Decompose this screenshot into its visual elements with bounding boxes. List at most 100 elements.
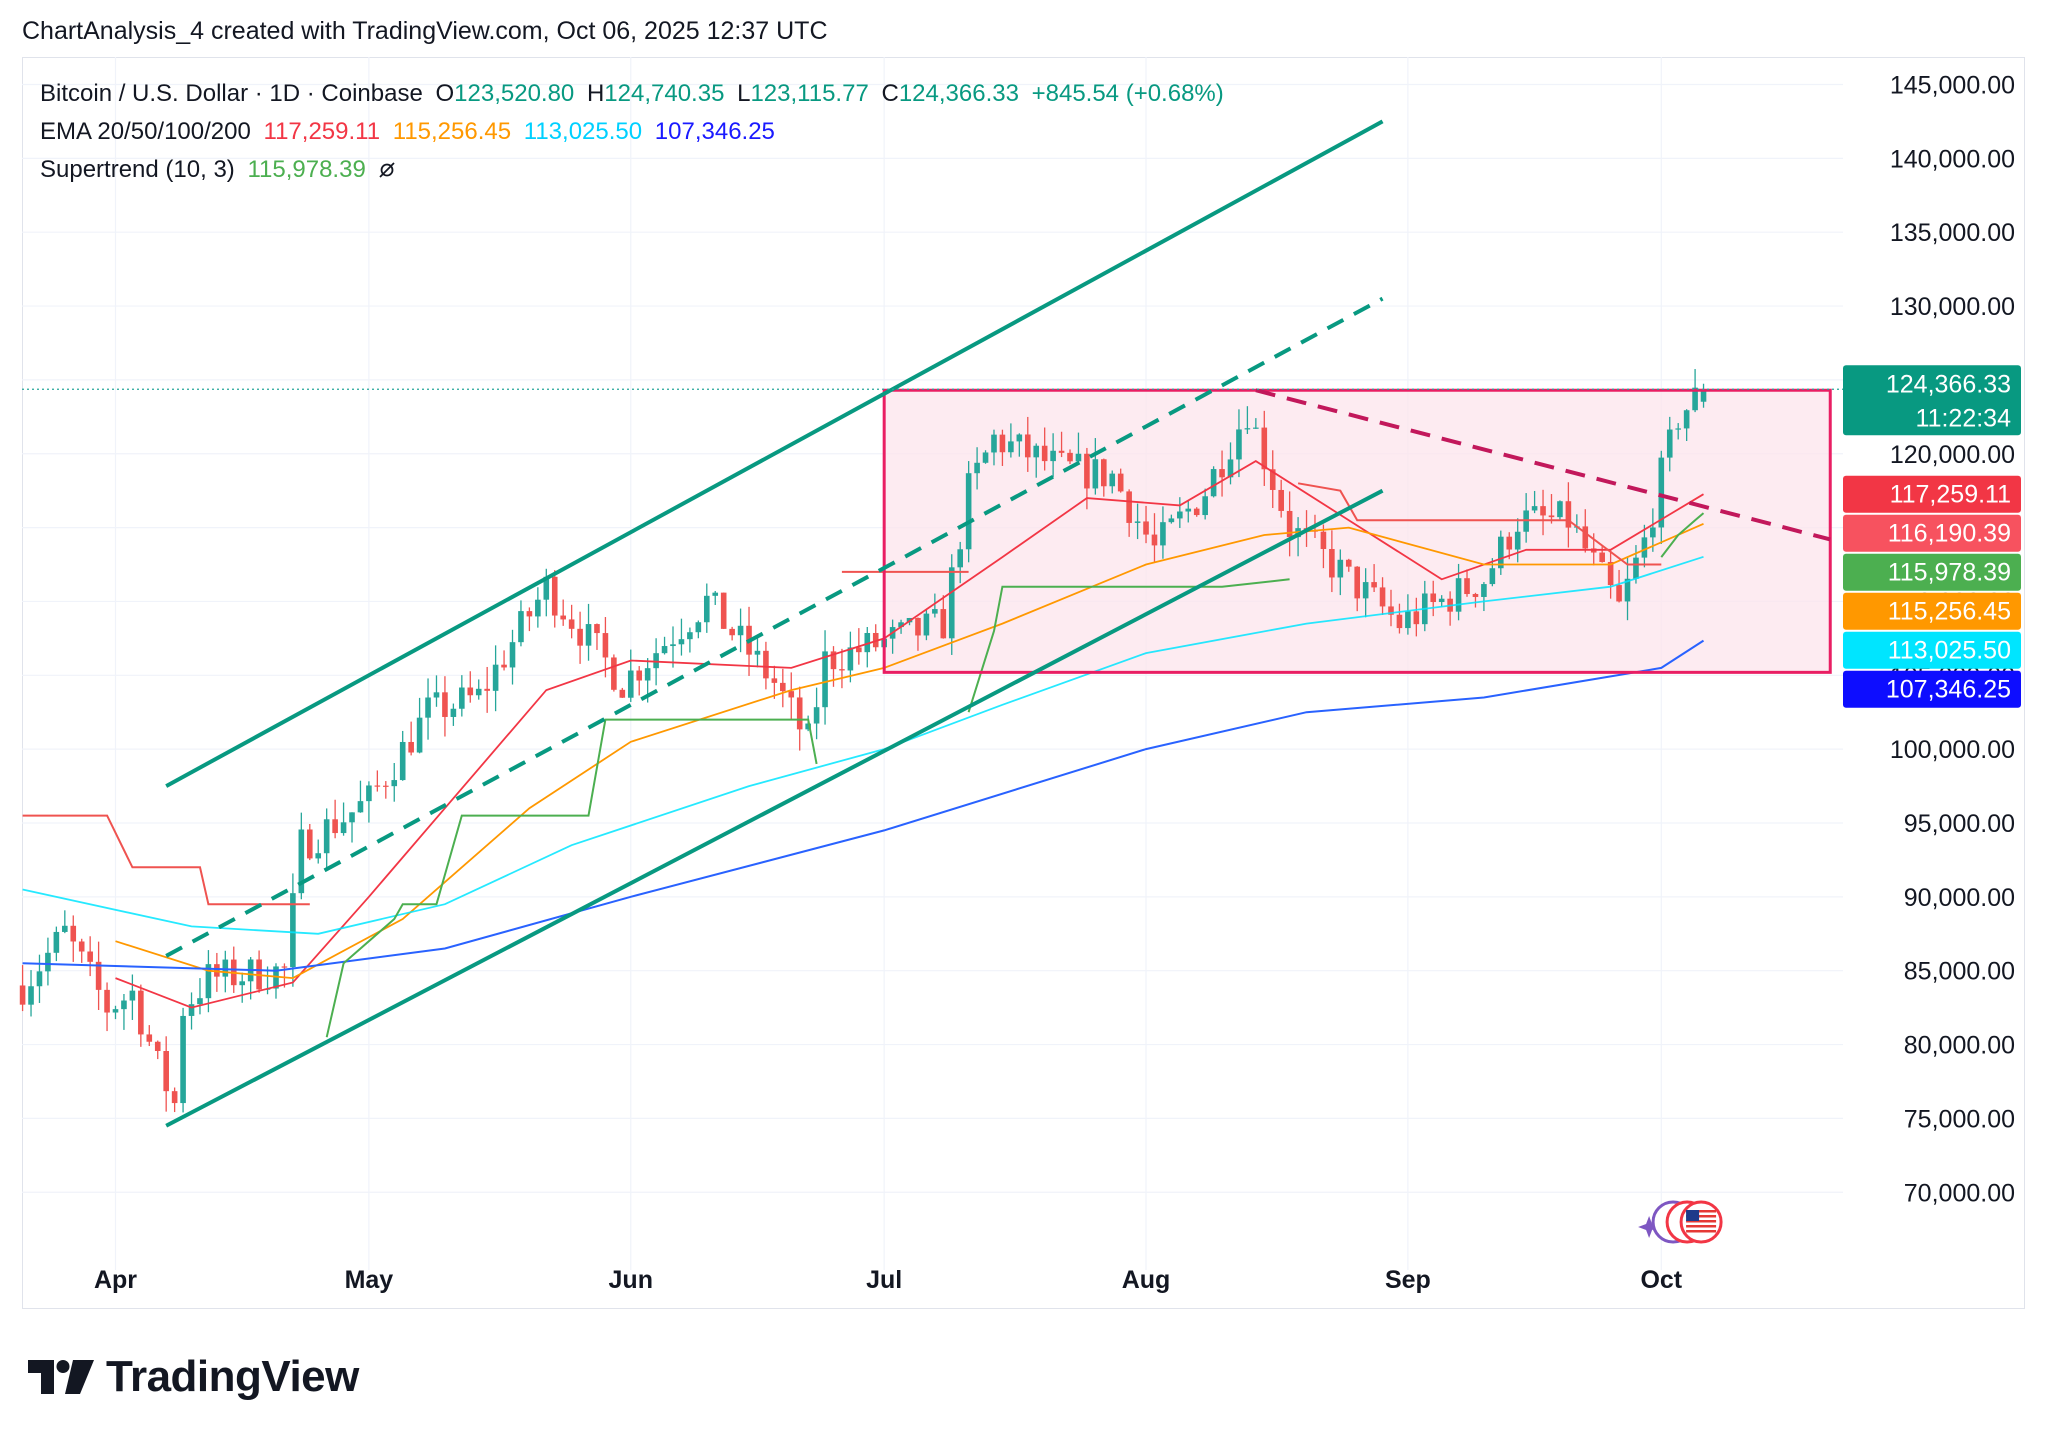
candle-body — [526, 611, 533, 617]
candle-body — [653, 653, 659, 669]
candle-body — [737, 625, 744, 636]
flag-stripe — [1686, 1220, 1717, 1223]
flag-stripe — [1686, 1215, 1717, 1218]
candle — [1253, 418, 1259, 429]
supertrend-price-tag[interactable]: 115,978.39 — [1843, 553, 2021, 591]
price-axis-label: 90,000.00 — [1904, 884, 2015, 912]
ema100-price-tag[interactable]: 113,025.50 — [1843, 631, 2021, 669]
candle-body — [281, 966, 288, 968]
candle-body — [501, 664, 507, 668]
candle-body — [1379, 587, 1386, 607]
candle — [1641, 524, 1648, 568]
candle — [1227, 442, 1234, 485]
candle — [999, 429, 1006, 466]
candle — [1489, 558, 1496, 587]
high-label: H — [586, 80, 605, 107]
supertrend-up-line — [967, 578, 1290, 713]
candle — [1244, 406, 1251, 434]
candle-body — [1616, 585, 1622, 602]
candle — [1236, 409, 1242, 478]
candle-body — [315, 853, 322, 859]
candle — [138, 984, 144, 1047]
candle-body — [1193, 508, 1200, 516]
candle — [695, 620, 702, 639]
candle — [1548, 494, 1555, 524]
candle-body — [112, 1009, 119, 1013]
candle — [374, 770, 381, 792]
candle-body — [298, 829, 305, 894]
candle-body — [991, 434, 997, 453]
candle-body — [535, 599, 541, 617]
candle — [45, 937, 51, 986]
ema20-price-tag[interactable]: 117,259.11 — [1843, 475, 2021, 513]
ema200-value: 107,346.25 — [654, 118, 775, 145]
candle — [1067, 449, 1073, 465]
candle-body — [205, 964, 212, 999]
candle — [357, 780, 364, 813]
candle — [788, 672, 795, 720]
candle-body — [323, 819, 330, 854]
candle-body — [670, 644, 676, 647]
candle — [323, 808, 330, 869]
tradingview-logo[interactable]: TradingView — [28, 1352, 359, 1402]
ema200-price-tag[interactable]: 107,346.25 — [1843, 670, 2021, 708]
candle-body — [484, 688, 490, 691]
candle — [112, 1005, 119, 1020]
candle — [340, 802, 347, 836]
candle — [602, 617, 609, 678]
candle — [366, 781, 372, 823]
candle — [273, 963, 279, 999]
candle-body — [163, 1050, 169, 1092]
candle — [1464, 569, 1470, 597]
candle-body — [239, 981, 246, 986]
candle — [627, 649, 634, 702]
candle — [1269, 450, 1276, 508]
candle-body — [864, 632, 871, 653]
secondary-price-tag[interactable]: 116,190.39 — [1843, 514, 2021, 552]
last-price-tag[interactable]: 124,366.33 11:22:34 — [1843, 365, 2021, 436]
candle — [1320, 524, 1327, 569]
candle-body — [1540, 506, 1546, 516]
candle — [763, 641, 769, 690]
candle-body — [459, 687, 465, 709]
candle — [1219, 450, 1225, 497]
candle-body — [847, 647, 854, 671]
ema50-price-tag[interactable]: 115,256.45 — [1843, 592, 2021, 630]
chart-frame[interactable] — [22, 57, 2025, 1309]
drawings-foreground — [22, 119, 1843, 1128]
candle-body — [974, 462, 980, 474]
candle-body — [62, 925, 68, 932]
price-tag-bg — [1843, 365, 2021, 436]
candle-body — [1557, 501, 1563, 518]
candle-body — [661, 646, 668, 654]
candle — [974, 447, 980, 490]
ema-label[interactable]: EMA 20/50/100/200 — [40, 118, 251, 145]
candle-body — [948, 567, 955, 639]
drawings-background — [884, 390, 1831, 673]
candle — [991, 429, 997, 466]
candle-body — [425, 697, 431, 718]
candle — [822, 630, 828, 725]
candle-body — [1160, 522, 1166, 546]
candle — [163, 1036, 169, 1112]
candle — [771, 665, 778, 699]
candle — [28, 970, 34, 1017]
candle — [1160, 506, 1166, 559]
eye-slash-icon[interactable] — [378, 161, 396, 179]
candle — [940, 595, 947, 639]
candle — [450, 703, 457, 726]
candle — [1354, 566, 1361, 612]
candle — [568, 604, 575, 639]
candle-body — [391, 780, 398, 787]
candle — [1540, 489, 1546, 536]
symbol-name[interactable]: Bitcoin / U.S. Dollar · 1D · Coinbase — [40, 80, 423, 107]
price-tag-bg — [1843, 553, 2021, 591]
candle-body — [138, 990, 144, 1035]
candle — [1650, 508, 1656, 552]
supertrend-label[interactable]: Supertrend (10, 3) — [40, 156, 235, 183]
candle-body — [121, 1000, 127, 1010]
price-tag-bg — [1843, 514, 2021, 552]
candle — [1075, 432, 1082, 463]
price-tag-text: 116,190.39 — [1888, 520, 2011, 548]
